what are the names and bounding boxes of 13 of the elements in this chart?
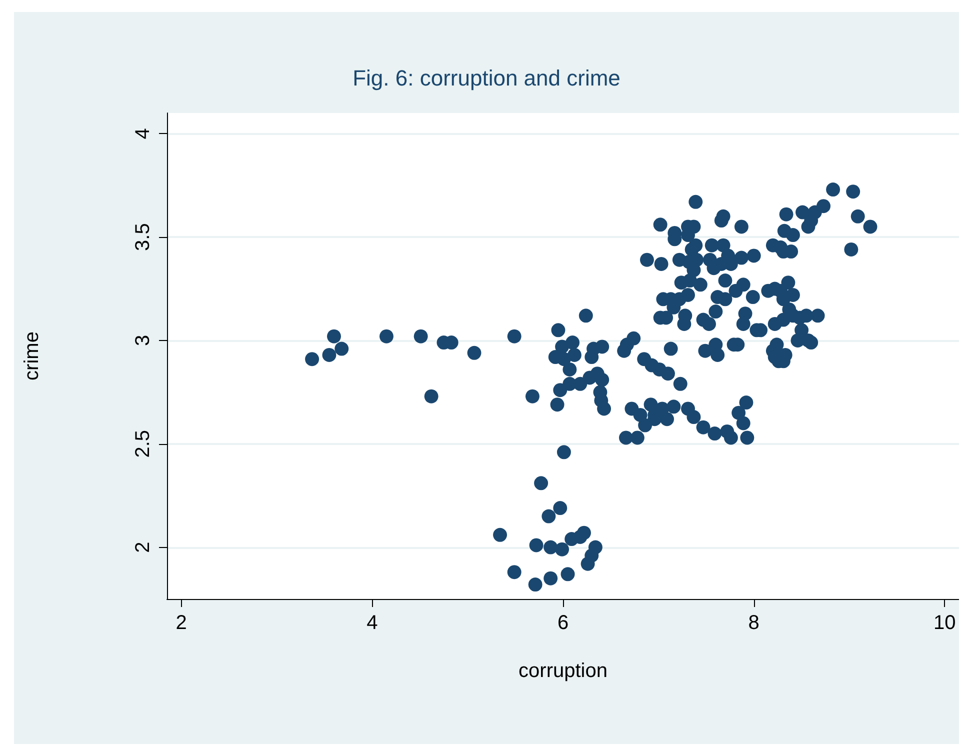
y-tick-label: 2.5 bbox=[132, 430, 154, 458]
x-tick-label: 8 bbox=[748, 612, 760, 634]
x-tick-label: 4 bbox=[366, 612, 378, 634]
chart-title: Fig. 6: corruption and crime bbox=[352, 66, 620, 90]
y-tick-label: 2 bbox=[132, 542, 154, 553]
x-tick-label: 2 bbox=[176, 612, 187, 634]
x-tick-label: 10 bbox=[934, 612, 956, 634]
y-tick-label: 3 bbox=[132, 334, 154, 346]
y-tick-label: 3.5 bbox=[132, 223, 154, 251]
x-axis-title: corruption bbox=[518, 660, 608, 682]
x-tick-label: 6 bbox=[557, 612, 569, 634]
y-axis-title: crime bbox=[21, 332, 43, 380]
y-tick-label: 4 bbox=[132, 128, 154, 140]
